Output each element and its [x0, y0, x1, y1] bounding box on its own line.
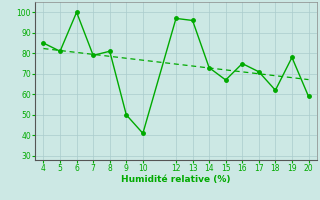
X-axis label: Humidité relative (%): Humidité relative (%)	[121, 175, 231, 184]
